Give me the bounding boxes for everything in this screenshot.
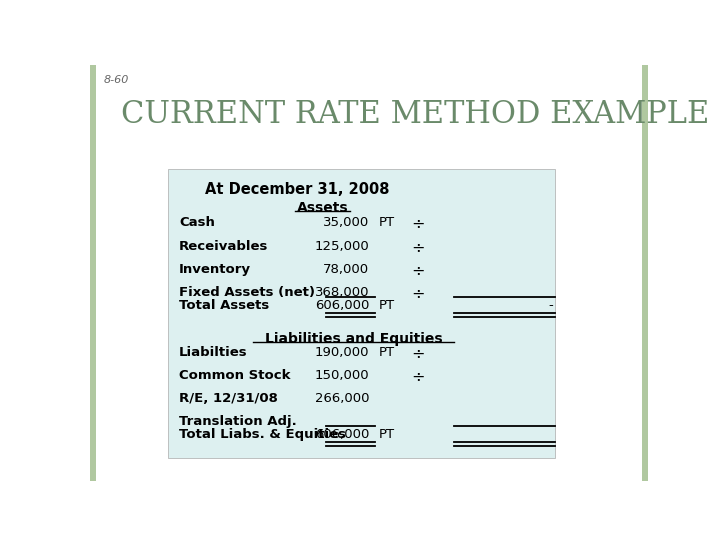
Text: ÷: ÷ [412, 217, 425, 232]
Text: Liabilties: Liabilties [179, 346, 248, 359]
Text: 125,000: 125,000 [314, 240, 369, 253]
Text: 606,000: 606,000 [315, 299, 369, 312]
Text: Fixed Assets (net): Fixed Assets (net) [179, 286, 315, 299]
Text: Cash: Cash [179, 217, 215, 230]
Text: Total Liabs. & Equities: Total Liabs. & Equities [179, 428, 346, 441]
Text: 78,000: 78,000 [323, 262, 369, 276]
Text: 266,000: 266,000 [315, 392, 369, 405]
Text: 606,000: 606,000 [315, 428, 369, 441]
Text: At December 31, 2008: At December 31, 2008 [205, 182, 390, 197]
Text: R/E, 12/31/08: R/E, 12/31/08 [179, 392, 278, 405]
Text: PT: PT [378, 217, 395, 230]
Text: PT: PT [378, 299, 395, 312]
Text: Liabilities and Equities: Liabilities and Equities [265, 332, 442, 346]
Text: 190,000: 190,000 [315, 346, 369, 359]
FancyBboxPatch shape [642, 65, 648, 481]
Text: ÷: ÷ [412, 346, 425, 361]
FancyBboxPatch shape [168, 168, 555, 457]
Text: Common Stock: Common Stock [179, 369, 291, 382]
Text: Receivables: Receivables [179, 240, 269, 253]
Text: Translation Adj.: Translation Adj. [179, 415, 297, 428]
Text: ÷: ÷ [412, 369, 425, 384]
Text: CURRENT RATE METHOD EXAMPLE: CURRENT RATE METHOD EXAMPLE [121, 99, 709, 131]
Text: ÷: ÷ [412, 286, 425, 301]
Text: PT: PT [378, 428, 395, 441]
FancyBboxPatch shape [90, 65, 96, 481]
Text: 150,000: 150,000 [315, 369, 369, 382]
Text: 35,000: 35,000 [323, 217, 369, 230]
Text: Inventory: Inventory [179, 262, 251, 276]
Text: Total Assets: Total Assets [179, 299, 269, 312]
Text: ÷: ÷ [412, 262, 425, 278]
Text: -: - [549, 299, 554, 312]
Text: 8-60: 8-60 [104, 75, 130, 85]
Text: PT: PT [378, 346, 395, 359]
Text: Assets: Assets [297, 201, 348, 215]
Text: ÷: ÷ [412, 240, 425, 254]
Text: 368,000: 368,000 [315, 286, 369, 299]
